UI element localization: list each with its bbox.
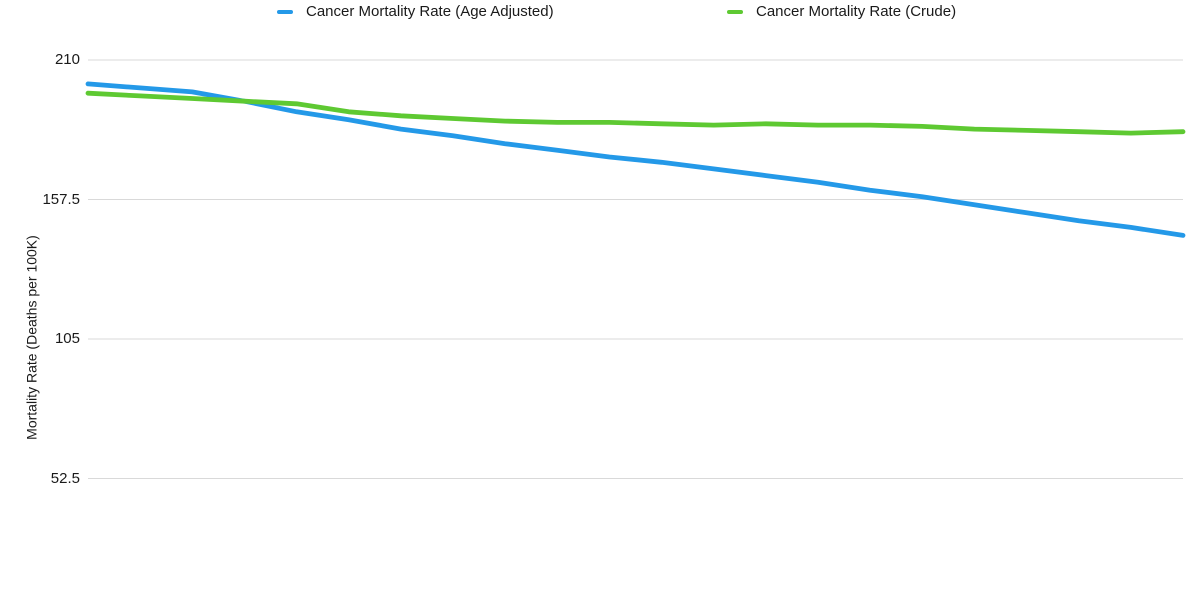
y-axis-title: Mortality Rate (Deaths per 100K) <box>23 235 40 440</box>
y-tick-label: 105 <box>54 330 80 347</box>
series-line-age-adjusted <box>85 81 1186 238</box>
legend-item-age-adjusted[interactable]: Cancer Mortality Rate (Age Adjusted) <box>277 3 554 21</box>
legend-label-age-adjusted: Cancer Mortality Rate (Age Adjusted) <box>306 3 554 20</box>
legend-label-crude: Cancer Mortality Rate (Crude) <box>756 3 957 20</box>
y-tick-label: 157.5 <box>42 190 80 208</box>
legend-swatch-age-adjusted <box>277 10 293 14</box>
y-tick-label: 210 <box>54 51 80 68</box>
series-line-crude <box>85 90 1186 136</box>
legend-swatch-crude <box>727 10 743 14</box>
legend-item-crude[interactable]: Cancer Mortality Rate (Crude) <box>727 3 956 21</box>
y-tick-label: 52.5 <box>50 469 80 487</box>
